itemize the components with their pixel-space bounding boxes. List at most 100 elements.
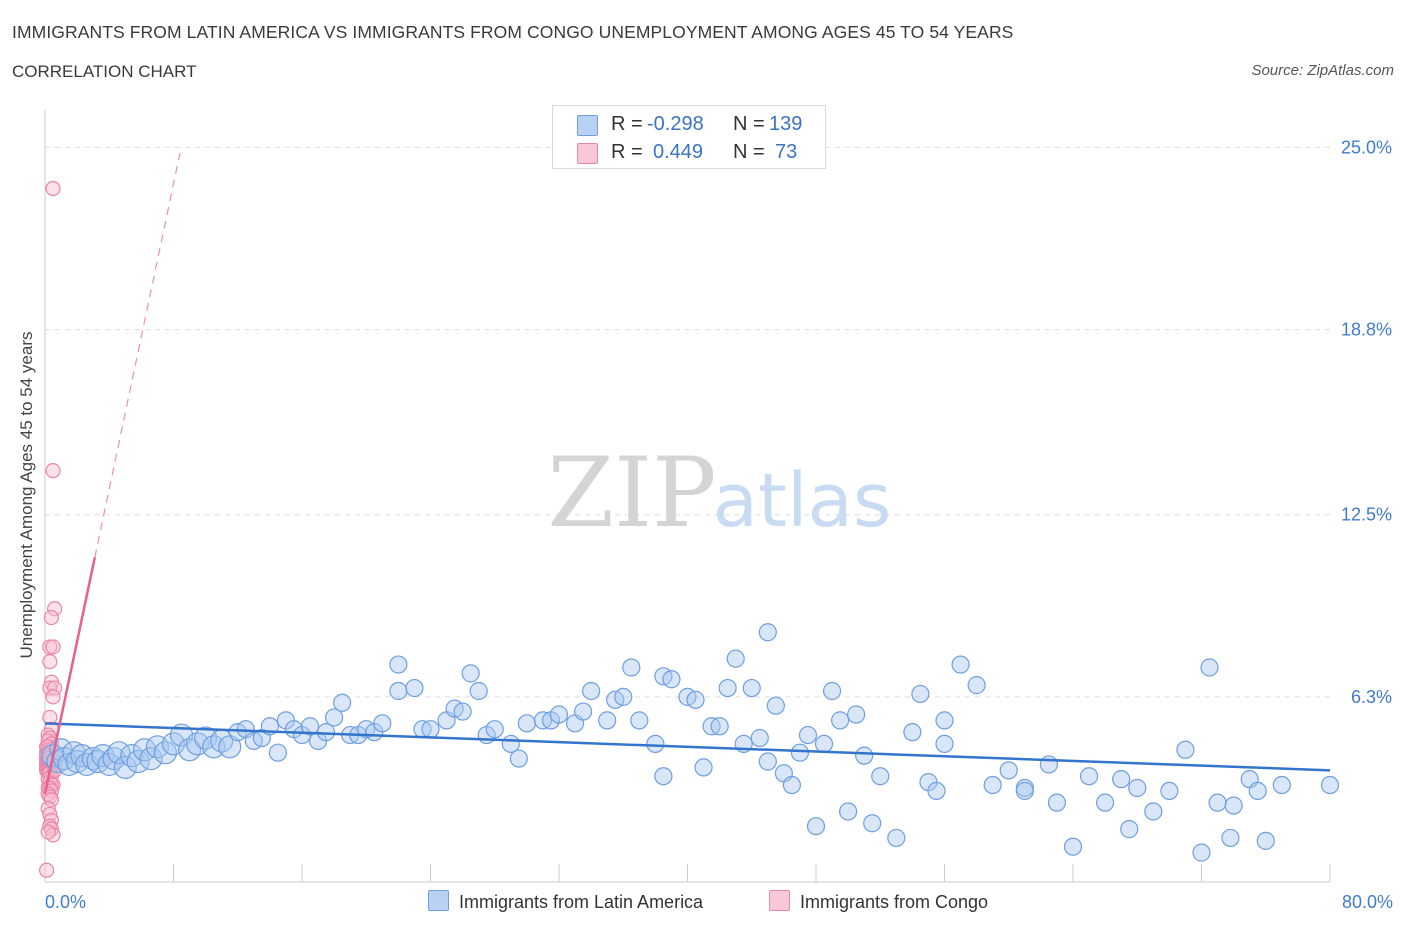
latin-america-point: [1120, 820, 1139, 839]
congo-point: [45, 689, 61, 705]
series-label: Immigrants from Latin America: [459, 892, 704, 912]
tick-labels: 6.3% 12.5% 18.8% 25.0% 0.0% 80.0%: [45, 137, 1393, 912]
legend-swatch-blue: [577, 115, 598, 136]
latin-america-point: [469, 681, 488, 701]
latin-america-point: [847, 705, 866, 724]
latin-america-point: [389, 681, 408, 701]
grid-lines: [45, 146, 1330, 698]
congo-trend-line: [43, 557, 97, 795]
congo-point: [43, 792, 60, 808]
series-legend-latin-america: Immigrants from Latin America: [428, 890, 703, 913]
congo-point: [45, 639, 61, 655]
latin-america-point: [710, 717, 729, 736]
congo-trend-extension: [94, 153, 181, 558]
latin-america-point: [1079, 767, 1099, 786]
watermark-zip: ZIP: [547, 437, 716, 549]
latin-america-point: [509, 749, 528, 768]
latin-america-point: [951, 655, 970, 674]
congo-point: [42, 680, 58, 696]
y-tick-label: 12.5%: [1341, 505, 1392, 525]
latin-america-point: [782, 775, 802, 795]
source-credit: Source: ZipAtlas.com: [1251, 62, 1394, 79]
latin-america-point: [798, 725, 818, 745]
latin-america-point: [999, 761, 1018, 780]
latin-america-point: [718, 678, 737, 698]
congo-point: [40, 800, 56, 817]
watermark: ZIP atlas: [547, 437, 891, 549]
latin-america-point: [1176, 740, 1195, 759]
chart-subtitle: CORRELATION CHART: [12, 62, 197, 81]
latin-america-point: [177, 738, 202, 762]
latin-america-point: [1144, 802, 1163, 821]
latin-america-point: [1192, 843, 1211, 862]
latin-america-point: [911, 684, 930, 704]
latin-america-point: [863, 814, 882, 833]
latin-america-point: [758, 752, 777, 771]
congo-point: [43, 812, 60, 828]
latin-america-point: [325, 708, 344, 727]
latin-america-point: [935, 711, 954, 730]
latin-america-point: [1320, 775, 1340, 795]
latin-america-point: [983, 775, 1002, 795]
latin-america-point: [855, 746, 874, 765]
latin-america-point: [766, 696, 785, 715]
latin-america-point: [461, 664, 480, 683]
latin-america-point: [582, 681, 601, 701]
latin-america-point: [300, 717, 320, 736]
latin-america-point: [485, 720, 504, 739]
latin-america-point: [871, 767, 890, 786]
latin-america-point: [630, 711, 649, 730]
latin-america-point: [758, 623, 777, 642]
latin-america-point: [1160, 781, 1179, 801]
latin-america-point: [726, 649, 745, 668]
latin-america-point: [1248, 781, 1267, 801]
latin-america-point: [1224, 796, 1243, 815]
congo-point: [43, 609, 60, 626]
latin-america-point: [742, 678, 761, 698]
latin-america-point: [830, 711, 850, 730]
latin-america-point: [806, 817, 826, 836]
legend-n-label: N =: [733, 141, 765, 163]
congo-point: [42, 654, 58, 670]
latin-america-point: [333, 693, 352, 712]
latin-america-point: [1272, 775, 1291, 795]
series-legend-congo: Immigrants from Congo: [769, 890, 988, 913]
latin-america-point: [790, 743, 810, 762]
congo-point: [45, 180, 61, 197]
congo-point: [40, 824, 56, 840]
latin-america-point: [421, 720, 440, 739]
legend-n-label: N =: [733, 113, 765, 135]
latin-america-point: [887, 828, 906, 848]
latin-america-point: [967, 676, 986, 695]
legend-n-value: 139: [769, 113, 803, 135]
latin-america-point: [1256, 831, 1275, 850]
latin-america-point: [822, 681, 842, 701]
latin-america-point: [202, 735, 226, 759]
latin-america-point: [153, 741, 178, 765]
series-label: Immigrants from Congo: [800, 892, 989, 912]
congo-point: [45, 463, 61, 479]
latin-america-point: [839, 802, 858, 821]
latin-america-point: [903, 723, 922, 742]
latin-america-point: [935, 734, 954, 753]
x-tick-label: 80.0%: [1342, 892, 1393, 912]
latin-america-point: [662, 670, 681, 689]
latin-america-point: [1047, 793, 1067, 812]
watermark-atlas: atlas: [713, 458, 892, 544]
legend-r-label: R =: [611, 141, 643, 163]
y-tick-label: 18.8%: [1341, 320, 1392, 340]
latin-america-point: [573, 702, 593, 721]
congo-point: [47, 601, 63, 617]
latin-america-point: [1039, 755, 1059, 774]
congo-point: [42, 806, 58, 823]
latin-america-point: [1200, 658, 1219, 677]
latin-america-point: [1208, 793, 1227, 812]
latin-america-point: [927, 781, 946, 801]
series-swatch-pink: [769, 890, 790, 911]
latin-america-trend-line: [44, 722, 1331, 772]
latin-america-point: [113, 755, 137, 780]
latin-america-point: [646, 734, 665, 753]
legend-r-value: 0.449: [653, 141, 704, 163]
congo-point: [39, 862, 55, 878]
